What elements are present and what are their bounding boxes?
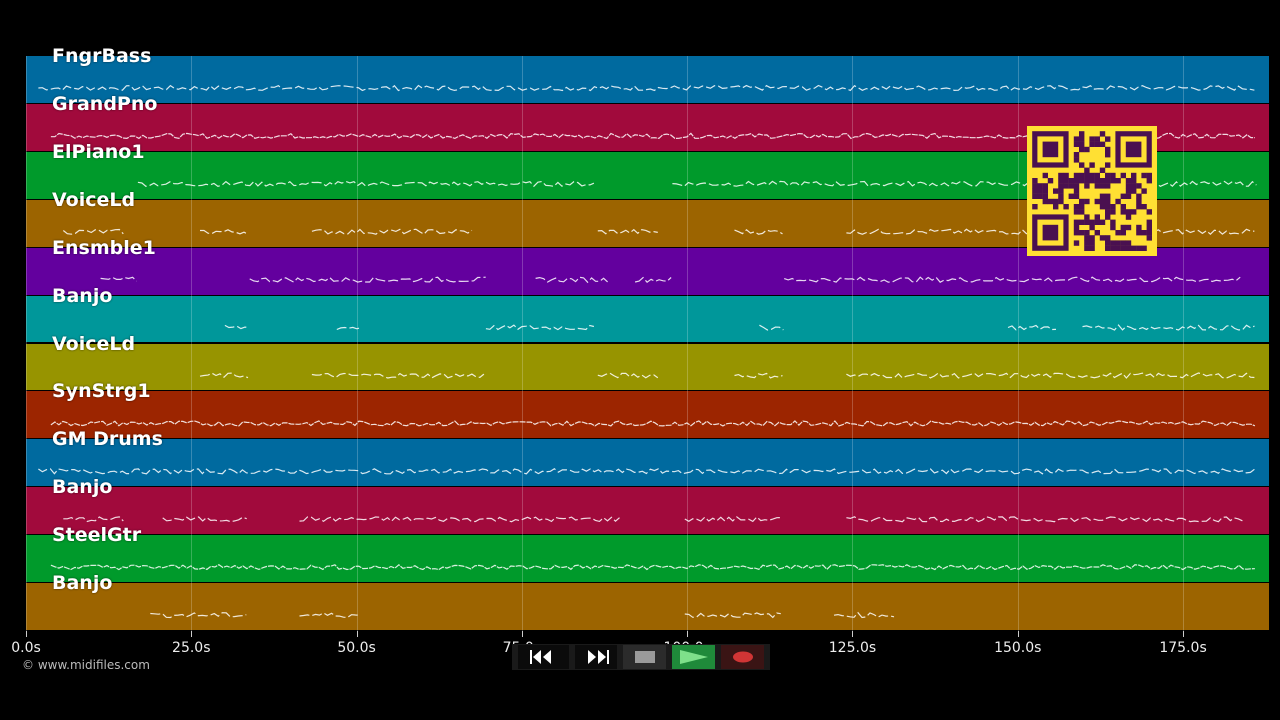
- track-name: SteelGtr: [52, 524, 142, 547]
- copyright-text: © www.midifiles.com: [22, 658, 150, 672]
- fast-forward-button[interactable]: [574, 645, 618, 669]
- track-name: Banjo: [52, 572, 113, 595]
- play-button[interactable]: [672, 645, 716, 669]
- axis-tick-label: 50.0s: [337, 640, 376, 656]
- track-name: Banjo: [52, 284, 113, 307]
- track-name: Banjo: [52, 476, 113, 499]
- axis-tick: [1183, 631, 1185, 637]
- track-name: GM Drums: [52, 428, 163, 451]
- track-lane: Banjo: [26, 285, 1269, 343]
- track-lane: Banjo: [26, 476, 1269, 535]
- axis-tick: [191, 631, 193, 637]
- track-lane: Banjo: [26, 572, 1269, 630]
- axis-tick-label: 175.0s: [1159, 640, 1207, 656]
- track-name: FngrBass: [52, 45, 152, 67]
- axis-tick-label: 125.0s: [828, 640, 877, 656]
- rewind-button[interactable]: [518, 645, 569, 669]
- track-name: ElPiano1: [52, 140, 145, 163]
- track-lane: VoiceLd: [26, 333, 1269, 391]
- fast-forward-icon: [588, 650, 609, 664]
- axis-tick-label: 150.0s: [994, 640, 1042, 656]
- axis-tick: [521, 631, 523, 637]
- axis-tick: [26, 631, 27, 637]
- track-lane: SynStrg1: [26, 380, 1269, 439]
- play-icon: [679, 650, 708, 664]
- piano-roll: FngrBass GrandPno ElPiano1 VoiceLd Ensmble1 B…: [26, 45, 1269, 631]
- track-name: Ensmble1: [52, 236, 156, 259]
- axis-tick-label: 25.0s: [172, 640, 211, 656]
- track-lane: GM Drums: [26, 428, 1269, 487]
- transport-controls: [512, 644, 770, 670]
- axis-tick: [356, 631, 358, 637]
- record-icon: [732, 651, 753, 663]
- track-name: SynStrg1: [52, 380, 151, 403]
- axis-tick-label: 0.0s: [11, 640, 41, 656]
- rewind-icon: [530, 650, 552, 664]
- qr-code-icon: [1027, 126, 1157, 256]
- axis-tick: [852, 631, 854, 637]
- track-name: GrandPno: [52, 92, 158, 115]
- stop-button[interactable]: [623, 645, 667, 669]
- record-button[interactable]: [721, 645, 765, 669]
- track-name: VoiceLd: [52, 332, 136, 355]
- axis-tick: [1017, 631, 1019, 637]
- stop-icon: [634, 651, 655, 663]
- track-lane: SteelGtr: [26, 524, 1269, 583]
- track-name: VoiceLd: [52, 188, 136, 211]
- axis-tick: [687, 631, 689, 637]
- track-lane: FngrBass: [26, 45, 1269, 103]
